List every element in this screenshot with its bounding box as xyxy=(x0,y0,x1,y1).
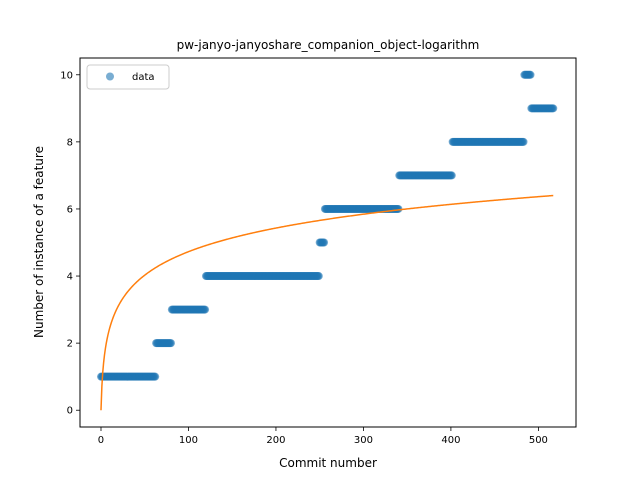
x-tick-label: 100 xyxy=(179,435,198,446)
chart-title: pw-janyo-janyoshare_companion_object-log… xyxy=(177,38,480,52)
y-tick-label: 4 xyxy=(67,272,73,283)
data-point xyxy=(320,238,329,247)
y-tick-label: 6 xyxy=(67,204,73,215)
x-tick-label: 0 xyxy=(98,435,104,446)
y-tick-label: 0 xyxy=(67,406,73,417)
x-tick-label: 400 xyxy=(441,435,460,446)
y-tick-label: 8 xyxy=(67,137,73,148)
plot-layer xyxy=(96,70,558,411)
data-point xyxy=(549,104,558,113)
x-tick-label: 200 xyxy=(266,435,285,446)
y-tick-label: 10 xyxy=(60,70,73,81)
x-axis-label: Commit number xyxy=(279,456,377,470)
data-point xyxy=(447,171,456,180)
x-tick-label: 300 xyxy=(354,435,373,446)
x-tick-label: 500 xyxy=(529,435,548,446)
data-point xyxy=(526,70,535,79)
legend-box xyxy=(86,64,170,90)
data-point xyxy=(151,372,160,381)
data-point xyxy=(166,339,175,348)
data-point xyxy=(314,272,323,281)
x-axis-ticks: 0 100 200 300 400 500 xyxy=(98,427,548,446)
legend-label-data: data xyxy=(132,72,155,83)
legend-marker-data xyxy=(106,72,114,81)
legend: data xyxy=(86,64,170,90)
fit-line xyxy=(100,194,554,411)
y-tick-label: 2 xyxy=(67,339,73,350)
y-axis-ticks: 0 2 4 6 8 10 xyxy=(60,70,80,417)
data-point xyxy=(201,305,210,314)
plot-frame xyxy=(79,57,577,428)
y-axis-label: Number of instance of a feature xyxy=(32,146,46,338)
data-point xyxy=(394,204,403,213)
data-point xyxy=(519,137,528,146)
